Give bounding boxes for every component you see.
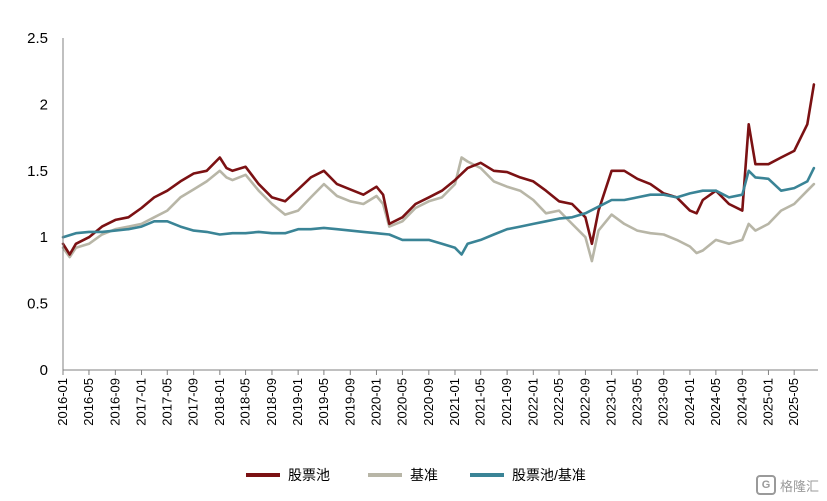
x-tick-label: 2021-09: [499, 378, 514, 426]
watermark-text: 格隆汇: [779, 478, 819, 494]
y-tick-label: 2: [40, 96, 48, 113]
y-tick-label: 1: [40, 229, 48, 246]
x-tick-label: 2025-01: [760, 378, 775, 426]
y-tick-label: 2.5: [27, 30, 48, 47]
x-tick-label: 2021-01: [447, 378, 462, 426]
y-tick-label: 1.5: [27, 163, 48, 180]
watermark-logo-icon: G: [755, 475, 776, 495]
y-axis-ticks: 0 0.5 1 1.5 2 2.5: [27, 30, 48, 379]
y-tick-label: 0.5: [27, 296, 48, 313]
series-line-0: [61, 83, 816, 256]
x-tick-label: 2018-01: [212, 378, 227, 426]
x-tick-label: 2017-09: [186, 378, 201, 426]
x-tick-label: 2020-05: [394, 378, 409, 426]
x-tick-label: 2025-05: [786, 378, 801, 426]
x-tick-label: 2016-09: [107, 378, 122, 426]
series-lines: [61, 83, 816, 263]
series-line-2: [61, 166, 816, 256]
x-tick-label: 2024-05: [708, 378, 723, 426]
x-tick-label: 2020-01: [368, 378, 383, 426]
x-tick-label: 2024-01: [682, 378, 697, 426]
x-tick-label: 2017-01: [134, 378, 149, 426]
x-tick-label: 2019-09: [342, 378, 357, 426]
legend: 股票池 基准 股票池/基准: [246, 467, 586, 483]
x-tick-label: 2019-05: [316, 378, 331, 426]
x-tick-label: 2023-01: [604, 378, 619, 426]
legend-label: 股票池/基准: [512, 467, 586, 483]
x-tick-label: 2024-09: [734, 378, 749, 426]
x-tick-label: 2023-09: [656, 378, 671, 426]
x-tick-label: 2019-01: [290, 378, 305, 426]
x-tick-label: 2020-09: [421, 378, 436, 426]
x-tick-label: 2023-05: [629, 378, 644, 426]
x-tick-label: 2016-05: [81, 378, 96, 426]
x-tick-label: 2022-01: [525, 378, 540, 426]
x-tick-label: 2018-09: [264, 378, 279, 426]
x-axis-ticks: 2016-01 2016-05 2016-09 2017-01 2017-05 2017-…: [55, 370, 801, 426]
legend-label: 基准: [410, 467, 438, 483]
x-tick-label: 2016-01: [55, 378, 70, 426]
series-line-1: [61, 156, 816, 263]
x-tick-label: 2021-05: [473, 378, 488, 426]
y-tick-label: 0: [40, 362, 48, 379]
x-tick-label: 2022-05: [551, 378, 566, 426]
x-tick-label: 2022-09: [577, 378, 592, 426]
x-tick-label: 2017-05: [159, 378, 174, 426]
watermark: G 格隆汇: [755, 475, 819, 495]
x-tick-label: 2018-05: [238, 378, 253, 426]
legend-label: 股票池: [288, 467, 330, 483]
